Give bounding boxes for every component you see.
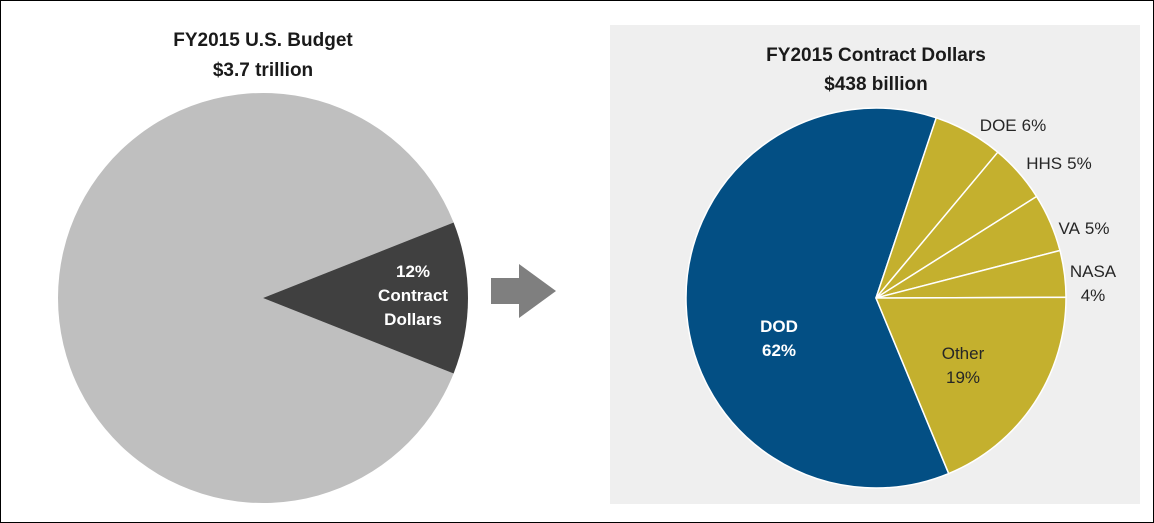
slice-name: Other [941,344,985,363]
slice-value: 19% [945,368,981,387]
slice-value: 62% [761,341,797,360]
slice-value: 6% [1021,116,1047,135]
chart-subtitle: $3.7 trillion [213,60,313,81]
slice-name: HHS [1026,154,1063,173]
pie-slice [263,222,469,374]
pie-slice [58,93,454,504]
slice-value: 12% [395,262,431,281]
slice-name: NASA [1069,262,1117,281]
slice-name: Contract Dollars [378,286,448,329]
slice-name: DOD [760,317,798,336]
chart-title: FY2015 U.S. Budget [173,30,353,51]
arrow [491,264,556,318]
slice-label: VA 5% [1059,217,1110,241]
slice-name: VA [1058,219,1080,238]
slice-label: HHS 5% [1026,152,1091,176]
slice-label: NASA 4% [1070,260,1116,308]
slice-label: DOD 62% [760,315,798,363]
slice-label: Other 19% [942,342,985,390]
slice-label: 12% Contract Dollars [373,260,453,332]
pie-slice [875,296,1067,475]
slice-value: 4% [1080,286,1106,305]
slice-label: DOE 6% [980,114,1046,138]
slice-name: DOE [979,116,1017,135]
chart-title: FY2015 Contract Dollars [766,45,986,66]
slice-value: 5% [1067,154,1092,173]
pie-slice [685,107,950,489]
chart-subtitle: $438 billion [824,74,927,95]
slice-value: 5% [1084,219,1110,238]
